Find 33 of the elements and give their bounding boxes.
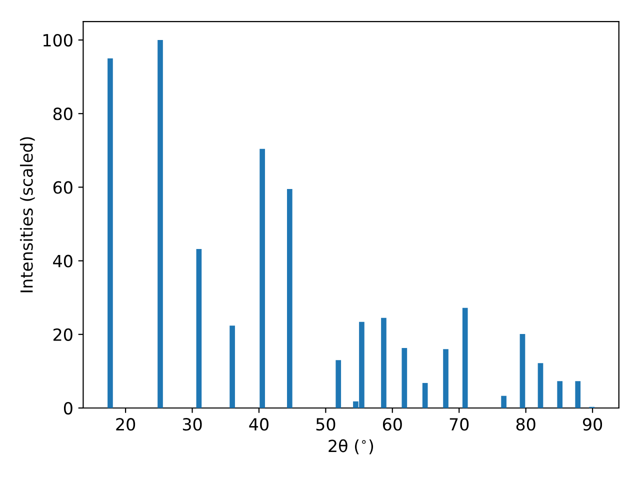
bar (557, 381, 563, 408)
bar (538, 363, 544, 408)
x-tick-label: 70 (450, 418, 469, 431)
bar (260, 148, 265, 408)
y-tick-label: 40 (53, 254, 72, 268)
x-tick-label: 60 (382, 418, 402, 431)
bar (196, 249, 202, 408)
bar (381, 318, 386, 408)
y-tick-label: 80 (53, 108, 72, 120)
y-tick-label: 100 (43, 34, 72, 47)
bar (108, 58, 113, 408)
bar (402, 348, 408, 408)
bar (422, 382, 428, 408)
y-axis-title: Intensities (scaled) (20, 137, 35, 292)
x-axis-title: 2θ ($^{∘}$) (328, 439, 374, 454)
x-tick-label: 20 (116, 418, 136, 431)
bar (158, 40, 163, 408)
bar (230, 326, 235, 408)
x-tick-label: 30 (182, 418, 202, 431)
y-tick-label: 20 (53, 328, 72, 341)
x-tick-label: 80 (516, 418, 536, 431)
bar (520, 334, 526, 408)
bar (501, 396, 506, 408)
bar (443, 349, 448, 408)
y-tick-label: 0 (64, 402, 72, 415)
x-tick-label: 90 (582, 418, 602, 431)
bar (287, 189, 292, 408)
bar (575, 381, 581, 408)
bar (462, 308, 468, 408)
bar (336, 360, 342, 408)
x-tick-label: 40 (249, 418, 268, 431)
x-tick-label: 50 (316, 418, 336, 431)
y-tick-label: 60 (53, 181, 72, 194)
